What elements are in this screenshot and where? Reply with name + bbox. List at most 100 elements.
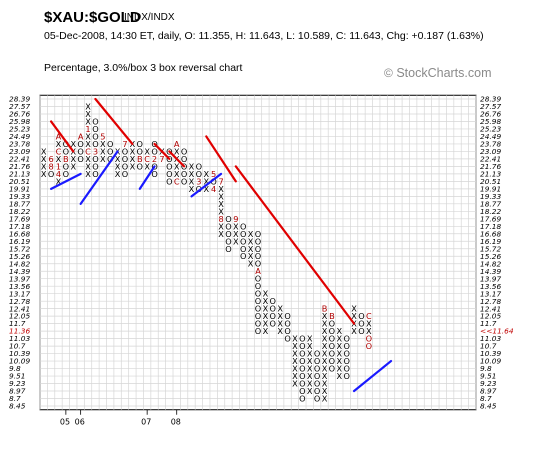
y-tick-label-right: 9.23 — [480, 379, 497, 388]
o-box: O — [270, 304, 276, 314]
resistance-trendline — [94, 97, 134, 146]
o-box: O — [63, 139, 69, 149]
x-box: X — [336, 356, 342, 366]
x-box: X — [263, 289, 269, 299]
x-box: X — [41, 146, 47, 156]
o-box: O — [255, 289, 261, 299]
x-box: X — [351, 311, 357, 321]
y-tick-label-right: 9.51 — [480, 372, 496, 381]
o-box: O — [255, 281, 261, 291]
o-box: O — [343, 364, 349, 374]
o-box: O — [210, 176, 216, 186]
month-marker: B — [329, 311, 335, 321]
y-tick-label-right: 23.78 — [480, 140, 501, 149]
x-box: X — [189, 161, 195, 171]
month-marker: 1 — [85, 124, 90, 134]
month-marker: 7 — [122, 139, 127, 149]
y-tick-label-right: 14.82 — [480, 259, 501, 268]
x-box: X — [292, 334, 298, 344]
o-box: O — [329, 364, 335, 374]
o-box: O — [343, 334, 349, 344]
o-box: O — [92, 124, 98, 134]
x-tick-label: 06 — [75, 418, 85, 427]
y-tick-label-left: 23.09 — [9, 147, 30, 156]
y-tick-label-right: 24.49 — [480, 132, 501, 141]
x-box: X — [130, 161, 136, 171]
o-box: O — [284, 326, 290, 336]
x-box: X — [85, 101, 91, 111]
y-tick-label-right: 15.72 — [480, 244, 501, 253]
month-marker: C — [144, 154, 150, 164]
y-tick-label-left: 24.49 — [9, 132, 30, 141]
o-box: O — [343, 356, 349, 366]
o-box: O — [299, 341, 305, 351]
month-marker: A — [78, 131, 84, 141]
month-marker: 6 — [48, 154, 53, 164]
o-box: O — [107, 146, 113, 156]
y-tick-label-left: 12.05 — [9, 312, 30, 321]
y-tick-label-left: 23.78 — [9, 140, 30, 149]
exchange-label: INDX/INDX — [124, 12, 175, 23]
y-tick-label-left: 15.72 — [9, 244, 30, 253]
y-tick-label-right: 12.41 — [480, 304, 501, 313]
o-box: O — [270, 296, 276, 306]
y-tick-label-right: 8.45 — [480, 402, 497, 411]
x-box: X — [85, 161, 91, 171]
o-box: O — [299, 349, 305, 359]
x-box: X — [70, 161, 76, 171]
x-box: X — [248, 251, 254, 261]
o-box: O — [270, 311, 276, 321]
month-marker: B — [63, 154, 69, 164]
x-box: X — [56, 176, 62, 186]
x-box: X — [218, 199, 224, 209]
x-tick-label: 07 — [141, 418, 151, 427]
o-box: O — [358, 326, 364, 336]
y-tick-label-right: 17.18 — [480, 222, 501, 231]
support-trendline — [352, 359, 393, 393]
resistance-trendline — [49, 120, 75, 153]
y-tick-label-left: 8.7 — [9, 394, 21, 403]
y-tick-label-left: 15.26 — [9, 252, 30, 261]
y-tick-label-right: 13.17 — [480, 289, 501, 298]
x-box: X — [218, 191, 224, 201]
o-box: O — [92, 139, 98, 149]
o-box: O — [181, 176, 187, 186]
y-tick-label-right: 11.03 — [480, 334, 501, 343]
x-box: X — [277, 304, 283, 314]
x-box: X — [130, 146, 136, 156]
x-box: X — [41, 161, 47, 171]
y-tick-label-right: 15.26 — [480, 252, 501, 261]
support-trendline — [138, 165, 156, 190]
o-box: O — [107, 154, 113, 164]
y-tick-label-left: 9.23 — [9, 379, 26, 388]
x-box: X — [85, 154, 91, 164]
x-box: X — [203, 184, 209, 194]
x-box: X — [292, 356, 298, 366]
o-box: O — [181, 146, 187, 156]
x-box: X — [263, 326, 269, 336]
y-tick-label-right: 16.19 — [480, 237, 501, 246]
y-tick-label-right: 18.22 — [480, 207, 501, 216]
y-tick-label-right: 17.69 — [480, 214, 501, 223]
o-box: O — [329, 341, 335, 351]
x-box: X — [174, 161, 180, 171]
month-marker: C — [366, 311, 372, 321]
x-tick-label: 05 — [60, 418, 70, 427]
o-box: O — [255, 236, 261, 246]
y-tick-label-right: 19.33 — [480, 192, 501, 201]
o-box: O — [240, 244, 246, 254]
o-box: O — [329, 334, 335, 344]
x-box: X — [292, 341, 298, 351]
x-box: X — [322, 319, 328, 329]
x-box: X — [85, 131, 91, 141]
y-tick-label-left: 14.39 — [9, 267, 30, 276]
o-box: O — [284, 334, 290, 344]
x-box: X — [233, 236, 239, 246]
x-box: X — [85, 169, 91, 179]
x-box: X — [322, 386, 328, 396]
month-marker: C — [85, 146, 91, 156]
o-box: O — [77, 154, 83, 164]
y-tick-label-left: 10.7 — [9, 342, 26, 351]
y-tick-label-right: 20.51 — [480, 177, 501, 186]
y-tick-label-left: 27.57 — [9, 102, 30, 111]
